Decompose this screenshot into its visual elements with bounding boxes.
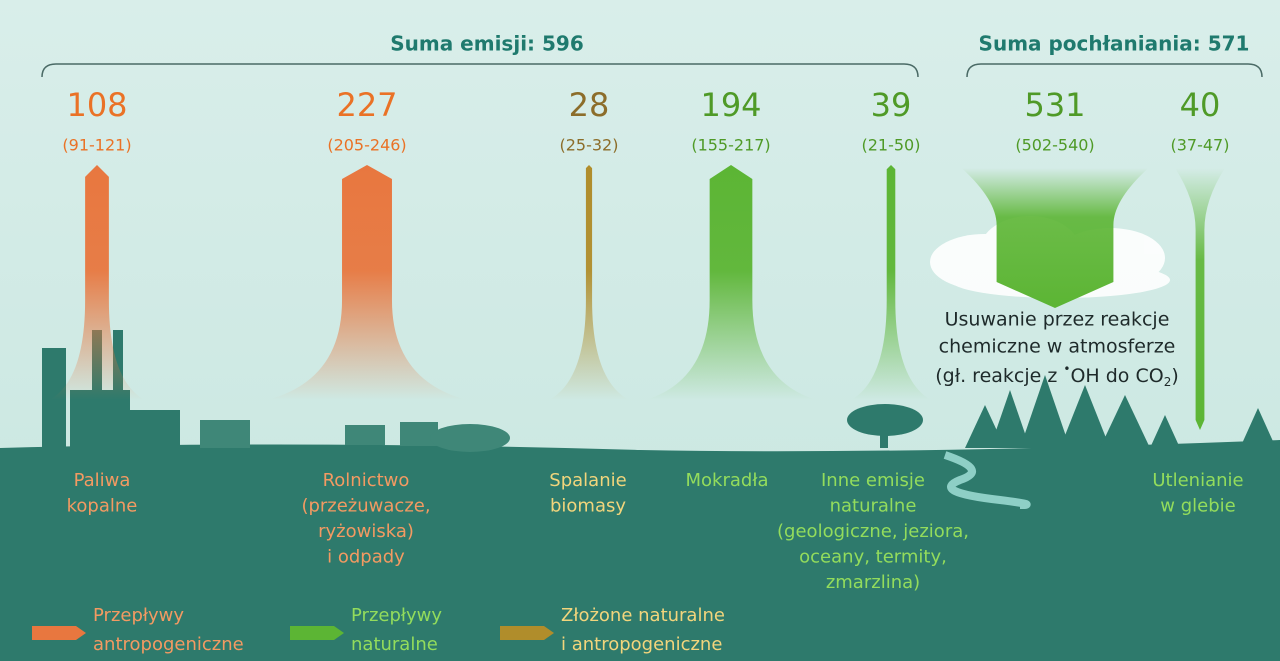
emission-total: Suma emisji: 596: [390, 32, 584, 56]
flow-value: 108: [66, 86, 127, 124]
legend-label: i antropogeniczne: [561, 634, 722, 655]
sink-arrow: [1175, 168, 1225, 430]
flow-range: (21-50): [862, 136, 921, 155]
emission-arrow: [549, 165, 629, 400]
flow-label: naturalne: [830, 496, 917, 517]
annotation-line: chemiczne w atmosferze: [939, 336, 1176, 358]
flow-label: (przeżuwacze,: [301, 496, 430, 517]
legend-arrow: [290, 626, 344, 640]
sink-bracket: [966, 63, 1263, 78]
emission-bracket: [41, 63, 919, 78]
annotation-part: OH do CO: [1070, 365, 1163, 387]
legend-label: naturalne: [351, 634, 438, 655]
flow-label: kopalne: [67, 496, 138, 517]
legend-label: Złożone naturalne: [561, 605, 725, 626]
annotation-part: 2: [1164, 375, 1172, 389]
flow-value: 28: [569, 86, 610, 124]
flow-range: (91-121): [62, 136, 131, 155]
flow-range: (205-246): [327, 136, 406, 155]
flow-label: w glebie: [1160, 496, 1235, 517]
flow-value: 39: [871, 86, 912, 124]
flow-range: (25-32): [560, 136, 619, 155]
ground: [0, 440, 1280, 661]
river: [943, 451, 1031, 509]
flow-value: 194: [700, 86, 761, 124]
sink-total: Suma pochłaniania: 571: [979, 32, 1250, 56]
legend-arrow: [500, 626, 554, 640]
flow-label: Rolnictwo: [323, 470, 410, 491]
annotation-part: •: [1063, 362, 1070, 376]
flow-value: 40: [1180, 86, 1221, 124]
brackets: [41, 63, 1263, 78]
annotation-part: ): [1171, 365, 1178, 387]
emission-arrow: [267, 165, 467, 400]
flow-label: Utlenianie: [1152, 470, 1243, 491]
legend-label: Przepływy: [93, 605, 184, 626]
emission-arrow: [645, 165, 817, 400]
flow-label: oceany, termity,: [799, 547, 947, 568]
legend-arrow: [32, 626, 86, 640]
flow-label: Inne emisje: [821, 470, 925, 491]
legend-label: Przepływy: [351, 605, 442, 626]
annotation: Usuwanie przez reakcje chemiczne w atmos…: [935, 309, 1179, 389]
forest: [847, 375, 1276, 448]
flow-label: i odpady: [327, 547, 405, 568]
sink-arrow: [961, 168, 1149, 308]
flow-label: ryżowiska): [318, 521, 414, 542]
flow-value: 531: [1024, 86, 1085, 124]
flow-label: Mokradła: [686, 470, 769, 491]
annotation-line: Usuwanie przez reakcje: [945, 309, 1170, 331]
annotation-part: (gł. reakcje z: [935, 365, 1063, 387]
flow-range: (502-540): [1015, 136, 1094, 155]
flow-value: 227: [336, 86, 397, 124]
annotation-line: (gł. reakcje z •OH do CO2): [935, 362, 1179, 389]
emission-arrow: [851, 165, 931, 400]
flow-label: zmarzlina): [826, 572, 920, 593]
flow-label: Paliwa: [74, 470, 131, 491]
fields: [200, 420, 510, 452]
flow-label: Spalanie: [549, 470, 626, 491]
flow-label: biomasy: [550, 496, 626, 517]
flow-range: (155-217): [691, 136, 770, 155]
emission-arrow: [49, 165, 145, 400]
flow-label: (geologiczne, jeziora,: [777, 521, 969, 542]
legend-label: antropogeniczne: [93, 634, 244, 655]
flow-range: (37-47): [1171, 136, 1230, 155]
